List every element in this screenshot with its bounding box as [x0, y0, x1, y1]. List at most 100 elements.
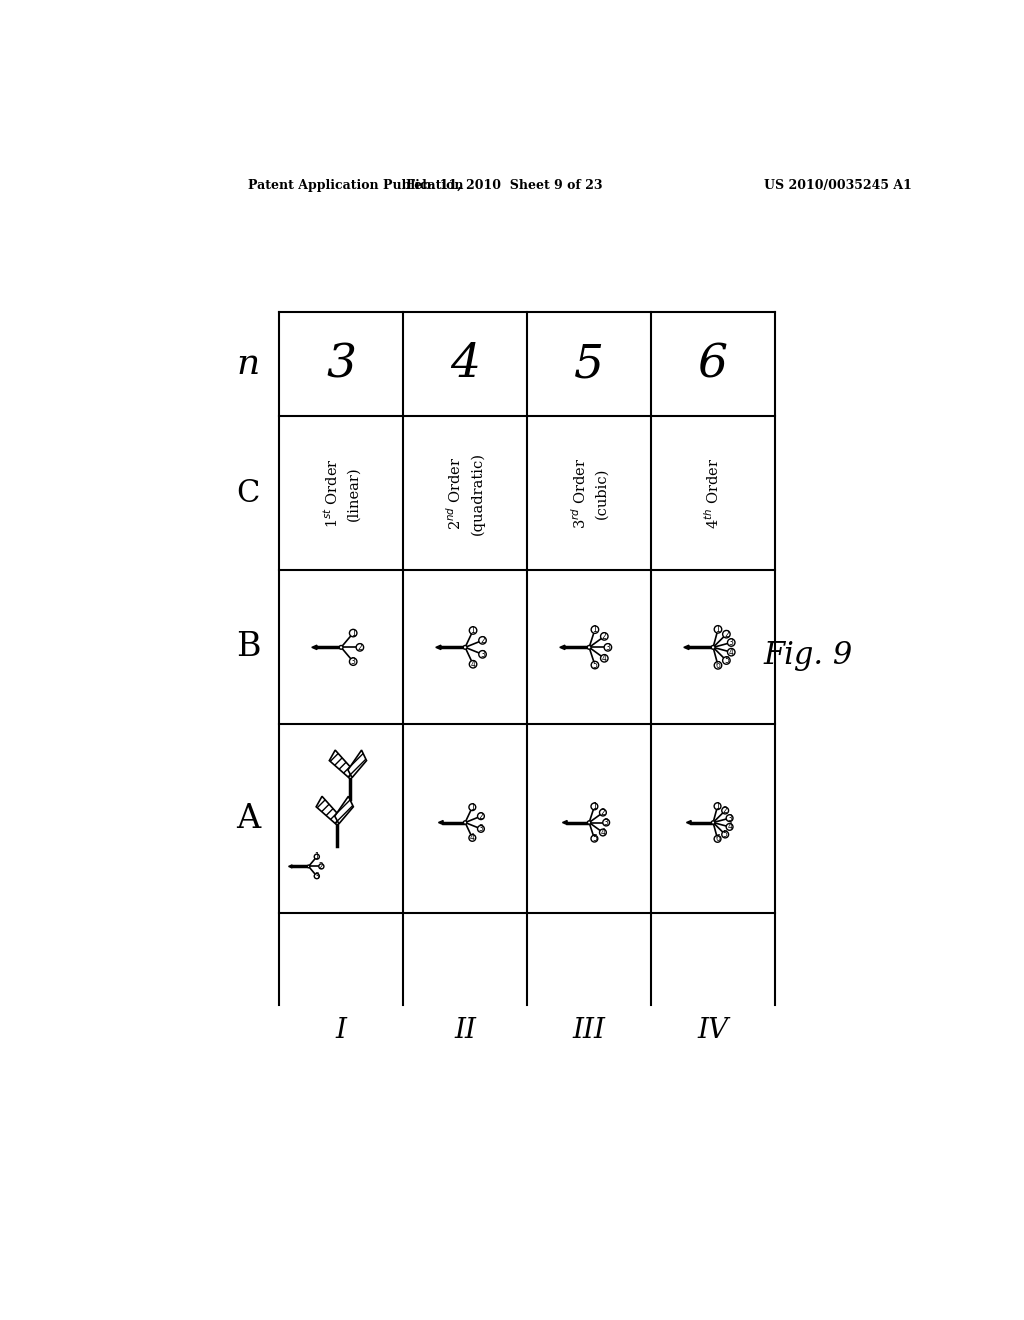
- Polygon shape: [684, 645, 689, 649]
- Text: 3$^{rd}$ Order
(cubic): 3$^{rd}$ Order (cubic): [570, 458, 608, 529]
- Text: I: I: [336, 1016, 347, 1044]
- Text: 4: 4: [727, 822, 732, 832]
- Text: 2: 2: [478, 812, 483, 821]
- Circle shape: [727, 639, 735, 647]
- Circle shape: [726, 824, 733, 830]
- Text: A: A: [236, 803, 260, 834]
- Circle shape: [712, 821, 715, 824]
- Text: 1: 1: [471, 626, 475, 635]
- Text: C: C: [237, 478, 260, 508]
- Polygon shape: [436, 645, 441, 649]
- Text: 1: 1: [715, 801, 720, 810]
- Circle shape: [339, 645, 343, 649]
- Text: 3: 3: [351, 657, 355, 667]
- Text: IV: IV: [697, 1016, 729, 1044]
- Text: 2$^{nd}$ Order
(quadratic): 2$^{nd}$ Order (quadratic): [445, 451, 484, 535]
- Text: 4$^{th}$ Order: 4$^{th}$ Order: [703, 458, 723, 529]
- Text: 5: 5: [574, 342, 604, 387]
- Text: 5: 5: [723, 830, 728, 840]
- Text: 1: 1: [716, 624, 720, 634]
- Text: 6: 6: [715, 834, 720, 843]
- Text: 1: 1: [593, 626, 597, 634]
- Polygon shape: [316, 796, 340, 824]
- Circle shape: [469, 834, 476, 841]
- Text: 2: 2: [724, 630, 729, 639]
- Circle shape: [356, 644, 364, 651]
- Text: 3: 3: [326, 342, 356, 387]
- Circle shape: [727, 648, 735, 656]
- Text: 3: 3: [478, 825, 483, 833]
- Text: 4: 4: [602, 653, 607, 663]
- Text: B: B: [236, 631, 260, 664]
- Polygon shape: [686, 821, 691, 825]
- Text: 4: 4: [471, 660, 475, 669]
- Text: 3: 3: [480, 649, 485, 659]
- Text: 5: 5: [724, 656, 729, 665]
- Circle shape: [722, 807, 729, 814]
- Text: 5: 5: [593, 660, 597, 669]
- Circle shape: [591, 803, 598, 809]
- Circle shape: [591, 836, 598, 842]
- Polygon shape: [330, 750, 353, 777]
- Circle shape: [712, 645, 715, 649]
- Circle shape: [349, 630, 357, 636]
- Polygon shape: [311, 645, 316, 649]
- Text: II: II: [454, 1016, 476, 1044]
- Text: 3: 3: [604, 818, 608, 828]
- Text: 6: 6: [716, 661, 721, 669]
- Circle shape: [587, 645, 591, 649]
- Text: 5: 5: [592, 834, 597, 843]
- Circle shape: [723, 631, 730, 638]
- Circle shape: [588, 821, 591, 824]
- Polygon shape: [348, 750, 367, 777]
- Circle shape: [603, 820, 609, 826]
- Text: Fig. 9: Fig. 9: [764, 640, 853, 671]
- Text: 4: 4: [600, 828, 605, 837]
- Text: 2: 2: [319, 862, 324, 871]
- Polygon shape: [335, 796, 353, 824]
- Circle shape: [599, 809, 606, 816]
- Circle shape: [349, 657, 357, 665]
- Text: 3: 3: [605, 643, 610, 652]
- Circle shape: [477, 825, 484, 832]
- Text: US 2010/0035245 A1: US 2010/0035245 A1: [764, 178, 911, 191]
- Circle shape: [600, 655, 608, 663]
- Polygon shape: [562, 821, 567, 825]
- Text: 2: 2: [480, 636, 485, 645]
- Polygon shape: [560, 645, 565, 649]
- Circle shape: [314, 874, 319, 879]
- Circle shape: [479, 651, 486, 659]
- Text: n: n: [237, 347, 260, 381]
- Text: 1: 1: [592, 803, 597, 810]
- Circle shape: [469, 660, 477, 668]
- Circle shape: [464, 821, 467, 824]
- Text: 4: 4: [729, 648, 733, 656]
- Text: 2: 2: [723, 807, 728, 814]
- Text: 3: 3: [727, 813, 732, 822]
- Circle shape: [477, 813, 484, 820]
- Circle shape: [600, 632, 608, 640]
- Circle shape: [591, 626, 599, 634]
- Text: 4: 4: [470, 833, 475, 842]
- Circle shape: [314, 854, 319, 859]
- Circle shape: [318, 863, 324, 869]
- Circle shape: [726, 814, 733, 821]
- Circle shape: [479, 636, 486, 644]
- Text: Feb. 11, 2010  Sheet 9 of 23: Feb. 11, 2010 Sheet 9 of 23: [406, 178, 602, 191]
- Polygon shape: [438, 821, 443, 825]
- Text: 2: 2: [602, 632, 606, 642]
- Circle shape: [722, 832, 729, 838]
- Circle shape: [307, 865, 310, 867]
- Text: 1: 1: [314, 853, 319, 861]
- Circle shape: [714, 803, 721, 809]
- Text: 1: 1: [470, 803, 475, 812]
- Circle shape: [604, 644, 611, 651]
- Circle shape: [469, 627, 477, 634]
- Text: 4: 4: [451, 342, 480, 387]
- Text: 2: 2: [357, 643, 362, 652]
- Circle shape: [599, 829, 606, 836]
- Text: 2: 2: [600, 808, 605, 817]
- Circle shape: [723, 657, 730, 664]
- Text: 1: 1: [351, 628, 355, 638]
- Text: 6: 6: [698, 342, 728, 387]
